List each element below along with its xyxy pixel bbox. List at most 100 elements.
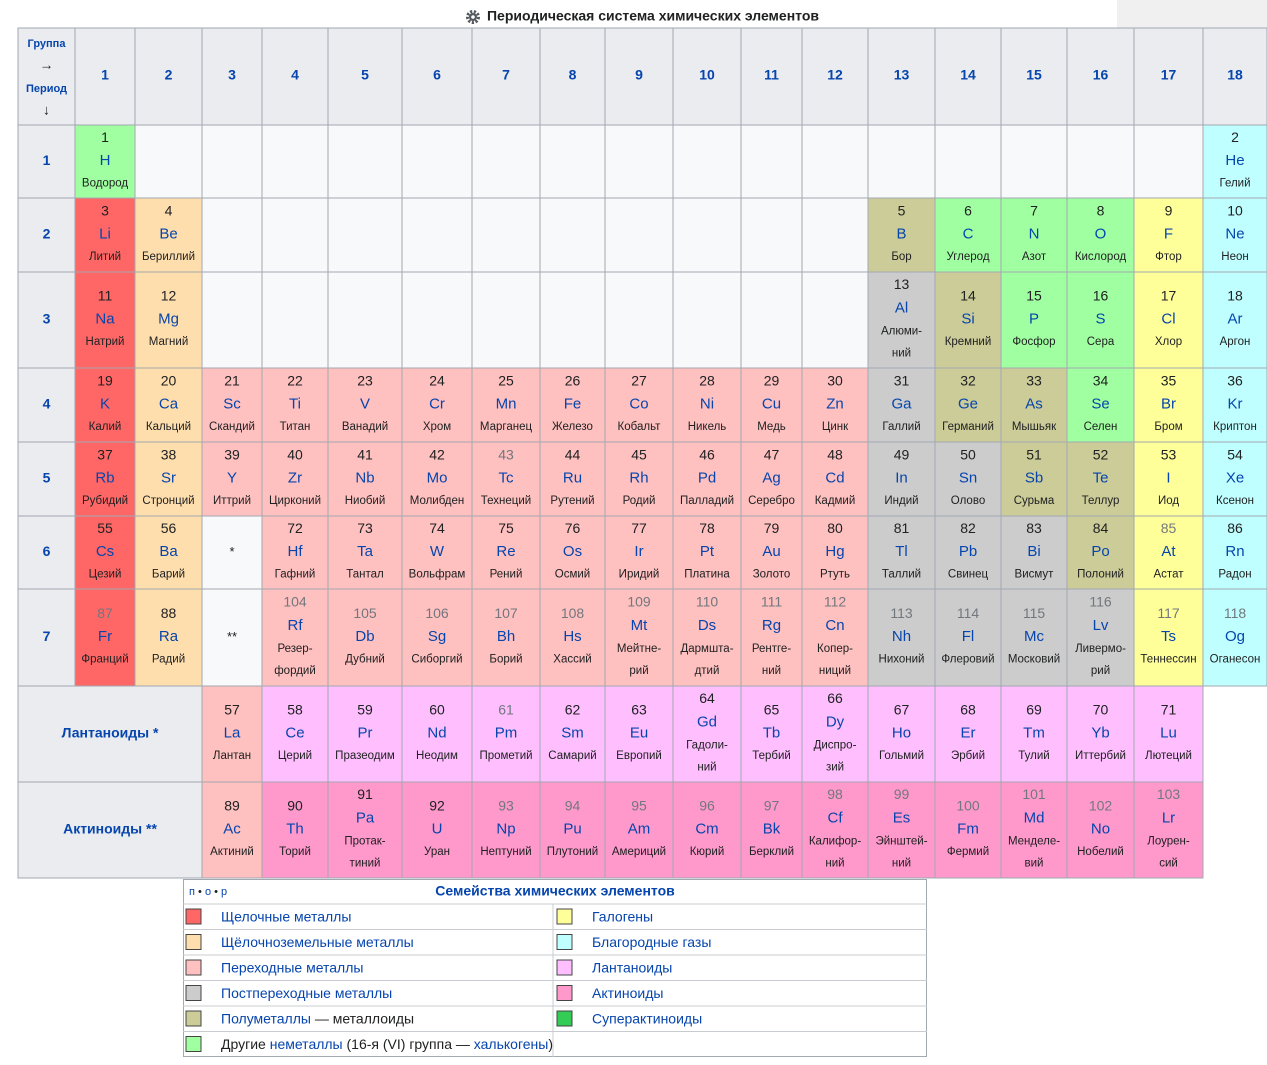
group-number[interactable]: 1 — [101, 67, 109, 83]
element-symbol[interactable]: Zn — [826, 395, 844, 412]
element-symbol[interactable]: Ru — [563, 469, 582, 486]
element-symbol[interactable]: Ti — [289, 395, 301, 412]
element-symbol[interactable]: V — [360, 395, 370, 412]
period-number[interactable]: 4 — [43, 396, 51, 412]
element-symbol[interactable]: Br — [1161, 395, 1176, 412]
element-symbol[interactable]: Gd — [697, 713, 717, 730]
legend-link[interactable]: Суперактиноиды — [592, 1010, 702, 1026]
period-number[interactable]: 3 — [43, 311, 51, 327]
element-symbol[interactable]: Bi — [1027, 543, 1040, 560]
legend-link[interactable]: халькогены — [474, 1035, 549, 1051]
element-symbol[interactable]: Li — [99, 225, 111, 242]
series-label[interactable]: Актиноиды ** — [63, 821, 157, 837]
element-symbol[interactable]: Mg — [158, 310, 179, 327]
period-number[interactable]: 1 — [43, 152, 51, 168]
element-symbol[interactable]: Ni — [700, 395, 714, 412]
element-symbol[interactable]: Al — [895, 299, 908, 316]
element-symbol[interactable]: Cd — [825, 469, 844, 486]
legend-link[interactable]: Галогены — [592, 908, 653, 924]
element-symbol[interactable]: I — [1166, 469, 1170, 486]
element-symbol[interactable]: P — [1029, 310, 1039, 327]
group-number[interactable]: 11 — [764, 67, 779, 83]
element-symbol[interactable]: Eu — [630, 724, 648, 741]
element-symbol[interactable]: Rg — [762, 617, 781, 634]
element-symbol[interactable]: Bk — [763, 820, 781, 837]
group-number[interactable]: 13 — [894, 67, 910, 83]
group-number[interactable]: 16 — [1093, 67, 1109, 83]
element-symbol[interactable]: Ga — [891, 395, 912, 412]
legend-link[interactable]: Щёлочноземельные металлы — [221, 933, 414, 949]
element-symbol[interactable]: Tl — [895, 543, 908, 560]
element-symbol[interactable]: No — [1091, 820, 1110, 837]
element-symbol[interactable]: Ca — [159, 395, 179, 412]
element-symbol[interactable]: Sn — [959, 469, 977, 486]
element-symbol[interactable]: F — [1164, 225, 1173, 242]
element-symbol[interactable]: Fl — [962, 628, 975, 645]
element-symbol[interactable]: Ts — [1161, 628, 1176, 645]
group-number[interactable]: 18 — [1227, 67, 1243, 83]
element-symbol[interactable]: Rn — [1225, 543, 1244, 560]
legend-title[interactable]: Семейства химических элементов — [435, 883, 675, 899]
element-symbol[interactable]: Fr — [98, 628, 112, 645]
element-symbol[interactable]: Yb — [1091, 724, 1109, 741]
element-symbol[interactable]: Og — [1225, 628, 1245, 645]
group-number[interactable]: 12 — [827, 67, 843, 83]
element-symbol[interactable]: Cs — [96, 543, 114, 560]
group-number[interactable]: 5 — [361, 67, 369, 83]
element-symbol[interactable]: Tm — [1023, 724, 1045, 741]
element-symbol[interactable]: Sg — [428, 628, 446, 645]
element-symbol[interactable]: N — [1029, 225, 1040, 242]
element-symbol[interactable]: Po — [1091, 543, 1109, 560]
element-symbol[interactable]: Mo — [427, 469, 448, 486]
element-symbol[interactable]: Pr — [358, 724, 373, 741]
element-symbol[interactable]: Es — [893, 809, 911, 826]
group-number[interactable]: 9 — [635, 67, 643, 83]
element-symbol[interactable]: He — [1225, 152, 1244, 169]
group-number[interactable]: 10 — [699, 67, 715, 83]
element-symbol[interactable]: B — [896, 225, 906, 242]
element-symbol[interactable]: C — [963, 225, 974, 242]
element-symbol[interactable]: Tb — [763, 724, 781, 741]
element-symbol[interactable]: Ar — [1228, 310, 1243, 327]
series-label[interactable]: Лантаноиды * — [62, 725, 159, 741]
element-symbol[interactable]: Ho — [892, 724, 911, 741]
element-symbol[interactable]: Fm — [957, 820, 979, 837]
group-label[interactable]: Группа — [28, 38, 67, 50]
element-symbol[interactable]: Te — [1093, 469, 1109, 486]
element-symbol[interactable]: Ta — [357, 543, 374, 560]
element-symbol[interactable]: Ac — [223, 820, 241, 837]
period-number[interactable]: 2 — [43, 226, 51, 242]
element-symbol[interactable]: Pm — [495, 724, 518, 741]
group-number[interactable]: 17 — [1161, 67, 1177, 83]
element-symbol[interactable]: Ba — [159, 543, 178, 560]
element-symbol[interactable]: Ra — [159, 628, 179, 645]
element-symbol[interactable]: Lr — [1162, 809, 1175, 826]
element-symbol[interactable]: Cu — [762, 395, 781, 412]
legend-link[interactable]: Полуметаллы — [221, 1010, 311, 1026]
element-symbol[interactable]: Md — [1024, 809, 1045, 826]
element-symbol[interactable]: Sb — [1025, 469, 1043, 486]
element-symbol[interactable]: Mn — [496, 395, 517, 412]
element-symbol[interactable]: Cm — [695, 820, 718, 837]
group-number[interactable]: 8 — [569, 67, 577, 83]
period-number[interactable]: 6 — [43, 543, 51, 559]
legend-link[interactable]: Актиноиды — [592, 984, 663, 1000]
element-symbol[interactable]: La — [224, 724, 241, 741]
element-symbol[interactable]: As — [1025, 395, 1043, 412]
element-symbol[interactable]: Rf — [288, 617, 304, 634]
element-symbol[interactable]: Re — [496, 543, 515, 560]
element-symbol[interactable]: Be — [159, 225, 177, 242]
element-symbol[interactable]: Os — [563, 543, 582, 560]
element-symbol[interactable]: Am — [628, 820, 651, 837]
element-symbol[interactable]: Xe — [1226, 469, 1244, 486]
element-symbol[interactable]: Lu — [1160, 724, 1177, 741]
element-symbol[interactable]: Si — [961, 310, 974, 327]
group-number[interactable]: 6 — [433, 67, 441, 83]
group-number[interactable]: 7 — [502, 67, 510, 83]
element-symbol[interactable]: Ir — [634, 543, 643, 560]
element-symbol[interactable]: Cr — [429, 395, 445, 412]
element-symbol[interactable]: O — [1095, 225, 1107, 242]
element-symbol[interactable]: H — [100, 152, 111, 169]
element-symbol[interactable]: Nb — [355, 469, 374, 486]
element-symbol[interactable]: Cl — [1161, 310, 1175, 327]
